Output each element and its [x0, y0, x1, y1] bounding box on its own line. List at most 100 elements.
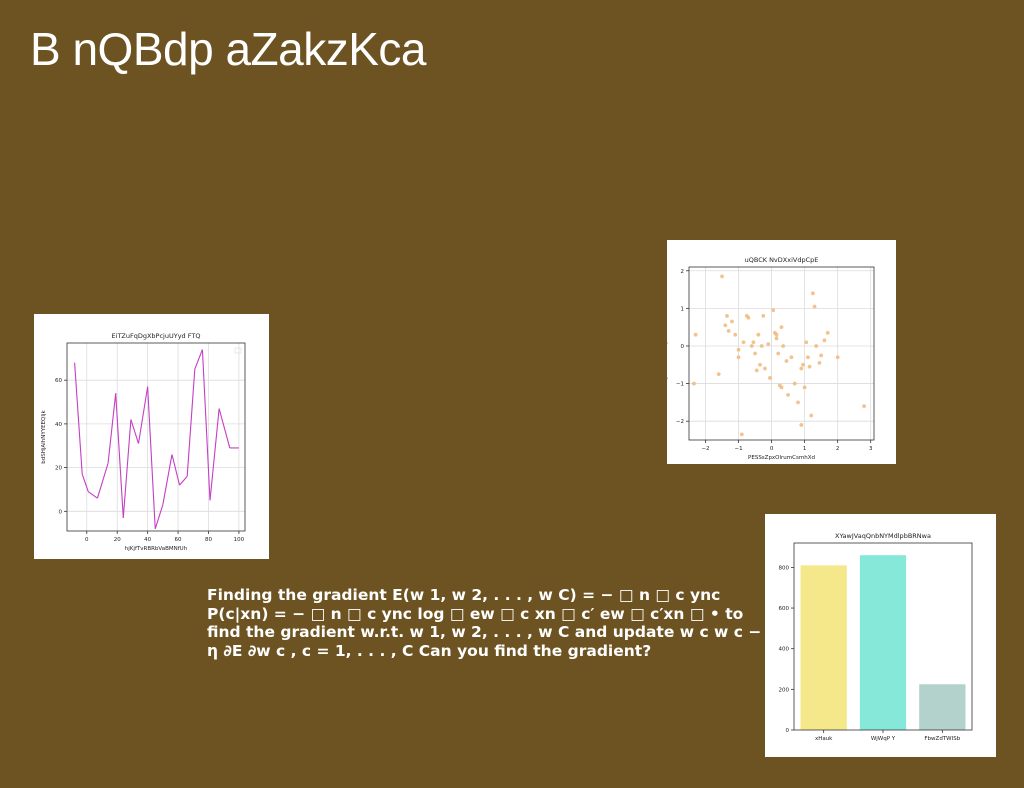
plot-frame [688, 266, 875, 441]
scatter-point [809, 413, 814, 418]
scatter-point [835, 355, 840, 360]
line-segment [122, 419, 132, 518]
scatter-point [781, 344, 786, 348]
chart-title: uQBCK NvDXxiVdpCpE [745, 256, 819, 264]
y-tick-label: 800 [779, 565, 790, 571]
scatter-point [779, 385, 784, 390]
y-tick-label: 0 [681, 344, 685, 350]
y-tick-label: 600 [779, 606, 790, 612]
x-tick-label: 3 [869, 446, 873, 452]
x-tick-label: FbwZdTWISb [924, 736, 960, 742]
y-tick-label: 20 [55, 466, 62, 472]
x-tick-label: 40 [144, 537, 151, 543]
plot-frame [793, 542, 973, 731]
x-axis-label: hjKjfTvRBRbVaBMNfUh [125, 546, 188, 552]
scatter-point [725, 313, 729, 318]
scatter-point [806, 355, 810, 360]
bar [859, 555, 907, 730]
scatter-point [825, 330, 830, 335]
scatter-point [814, 344, 819, 348]
scatter-point [756, 332, 761, 337]
scatter-point [723, 323, 728, 328]
scatter-point [862, 404, 866, 409]
scatter-point [810, 291, 815, 296]
x-axis-label: PESSsZpxOlrumCsmhXd [748, 455, 815, 461]
scatter-point [786, 392, 791, 397]
scatter-point [774, 336, 779, 341]
scatter-point [736, 355, 741, 360]
bar-chart: 0 200 400 600 800 xHauk WjWqP Y FbwZdTWISb XYawJ… [779, 532, 973, 742]
scatter-point [774, 332, 779, 337]
x-tick-label: xHauk [815, 736, 833, 742]
scatter-point [692, 381, 696, 386]
scatter-point [817, 361, 822, 365]
scatter-point [812, 304, 817, 309]
chart-title: EiTZuFqDgXbPcjuUYyd FTQ [112, 332, 201, 340]
scatter-point [753, 351, 757, 356]
line-segment [209, 408, 220, 501]
scatter-point [766, 342, 771, 346]
line-segment [186, 369, 196, 477]
y-axis-label: LIRqaTTcTLSWCQVMhWkb [667, 317, 669, 389]
line-segment [147, 386, 156, 529]
x-tick-label: 20 [114, 537, 121, 543]
legend-box [234, 347, 242, 354]
scatter-point [792, 381, 797, 386]
scatter-point [736, 347, 741, 352]
scatter-point [789, 355, 794, 360]
x-tick-label: −2 [701, 446, 709, 452]
line-segment [194, 349, 203, 370]
scatter-point [779, 325, 784, 330]
x-tick-label: 80 [205, 537, 212, 543]
scatter-point [799, 366, 804, 371]
line-segment [154, 504, 164, 529]
scatter-point [784, 359, 789, 363]
scatter-point [746, 315, 751, 320]
line-segment [81, 473, 89, 492]
y-tick-label: 400 [779, 647, 790, 653]
scatter-point [726, 329, 731, 333]
scatter-point [804, 340, 809, 345]
scatter-point [763, 366, 767, 371]
bar [800, 565, 847, 730]
scatter-point [739, 432, 744, 437]
scatter-point [807, 364, 812, 369]
scatter-point [768, 376, 772, 380]
line-segment [115, 393, 124, 518]
slide-body-text: Finding the gradient E(w 1, w 2, . . . ,… [207, 586, 762, 660]
bar [919, 684, 966, 730]
scatter-point [759, 344, 764, 348]
plot-frame [66, 342, 246, 532]
y-tick-label: 60 [55, 378, 62, 384]
scatter-point [693, 332, 698, 337]
scatter-point [761, 313, 766, 318]
scatter-point [799, 423, 804, 427]
scatter-point [730, 319, 734, 324]
scatter-point [749, 344, 754, 348]
line-segment [179, 475, 188, 486]
x-tick-label: 0 [770, 446, 774, 452]
y-tick-label: −1 [676, 382, 684, 388]
line-segment [171, 454, 181, 486]
bar-chart-card: 0 200 400 600 800 xHauk WjWqP Y FbwZdTWISb XYawJ… [765, 514, 996, 757]
y-tick-label: −2 [676, 419, 684, 425]
line-segment [130, 419, 140, 444]
y-tick-label: 0 [786, 728, 790, 734]
scatter-point [754, 368, 759, 373]
x-tick-label: 2 [836, 446, 840, 452]
x-tick-label: 1 [803, 446, 807, 452]
scatter-point [822, 338, 827, 343]
y-tick-label: 1 [681, 306, 685, 312]
line-segment [74, 362, 83, 475]
line-segment [107, 393, 117, 464]
scatter-point [802, 385, 807, 390]
slide-title: B nQBdp aZakzKca [30, 23, 426, 75]
x-tick-label: 0 [85, 537, 89, 543]
y-tick-label: 2 [681, 269, 685, 275]
y-axis-label: bdSHjAIhNYYEEQIjk [41, 409, 47, 463]
scatter-point [716, 372, 721, 377]
scatter-point [751, 340, 756, 345]
y-tick-label: 40 [55, 422, 62, 428]
scatter-point [720, 274, 724, 279]
scatter-point [771, 308, 776, 313]
